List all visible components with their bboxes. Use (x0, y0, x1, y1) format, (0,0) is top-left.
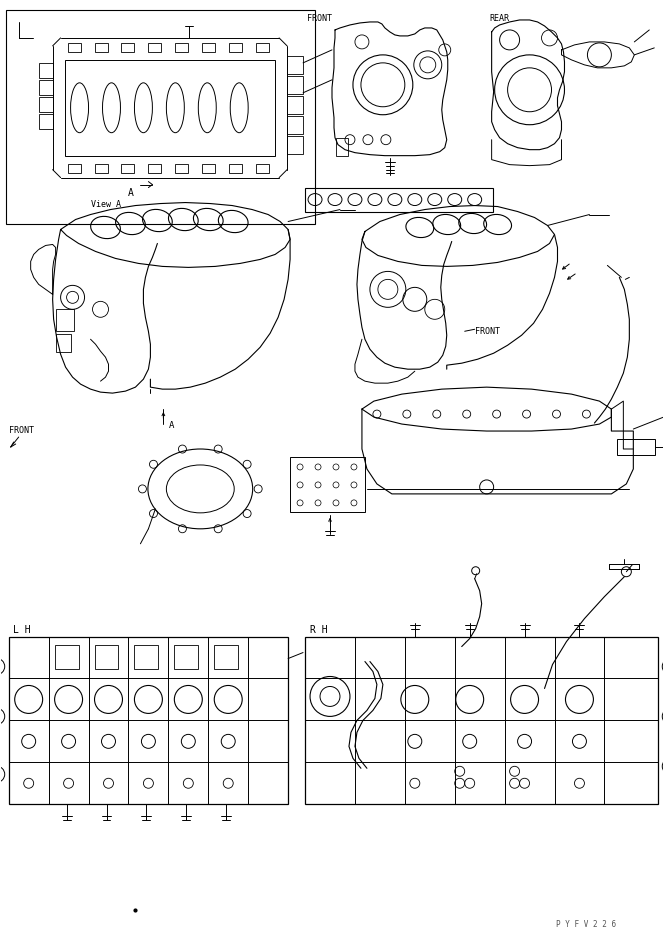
Bar (149, 43, 161, 52)
Bar (256, 43, 269, 52)
Bar (56, 309, 74, 331)
Bar (305, 187, 493, 211)
Text: FRONT: FRONT (9, 426, 34, 435)
Bar (287, 96, 303, 114)
Bar (94, 644, 118, 668)
Bar (94, 164, 108, 172)
Bar (203, 43, 215, 52)
Bar (214, 644, 238, 668)
Bar (54, 644, 78, 668)
Bar (336, 138, 348, 155)
Bar (229, 164, 242, 172)
Bar (56, 334, 70, 352)
Bar (94, 43, 108, 52)
Bar (134, 644, 159, 668)
Bar (39, 63, 52, 78)
Text: View A: View A (90, 199, 120, 209)
Bar (39, 114, 52, 128)
Text: FRONT: FRONT (475, 328, 500, 336)
Text: FRONT: FRONT (307, 14, 332, 23)
Bar (39, 97, 52, 112)
Bar (68, 43, 80, 52)
Bar (149, 164, 161, 172)
Bar (39, 80, 52, 95)
Text: REAR: REAR (489, 14, 510, 23)
Bar (287, 136, 303, 154)
Bar (287, 56, 303, 74)
Bar (122, 164, 134, 172)
Text: A: A (127, 187, 133, 197)
Bar (64, 60, 275, 155)
Bar (175, 43, 189, 52)
Bar (175, 164, 189, 172)
Text: A: A (169, 421, 174, 430)
Bar (9, 637, 288, 804)
Bar (229, 43, 242, 52)
Bar (287, 115, 303, 134)
Bar (287, 75, 303, 94)
Bar (290, 457, 365, 512)
Text: R H: R H (310, 625, 327, 635)
Bar (175, 644, 199, 668)
Bar (305, 637, 658, 804)
Bar (256, 164, 269, 172)
Bar (203, 164, 215, 172)
Text: P Y F V 2 2 6: P Y F V 2 2 6 (556, 920, 616, 929)
Bar (618, 439, 655, 455)
Bar (122, 43, 134, 52)
Text: L H: L H (13, 625, 31, 635)
Bar (6, 10, 315, 224)
Bar (68, 164, 80, 172)
